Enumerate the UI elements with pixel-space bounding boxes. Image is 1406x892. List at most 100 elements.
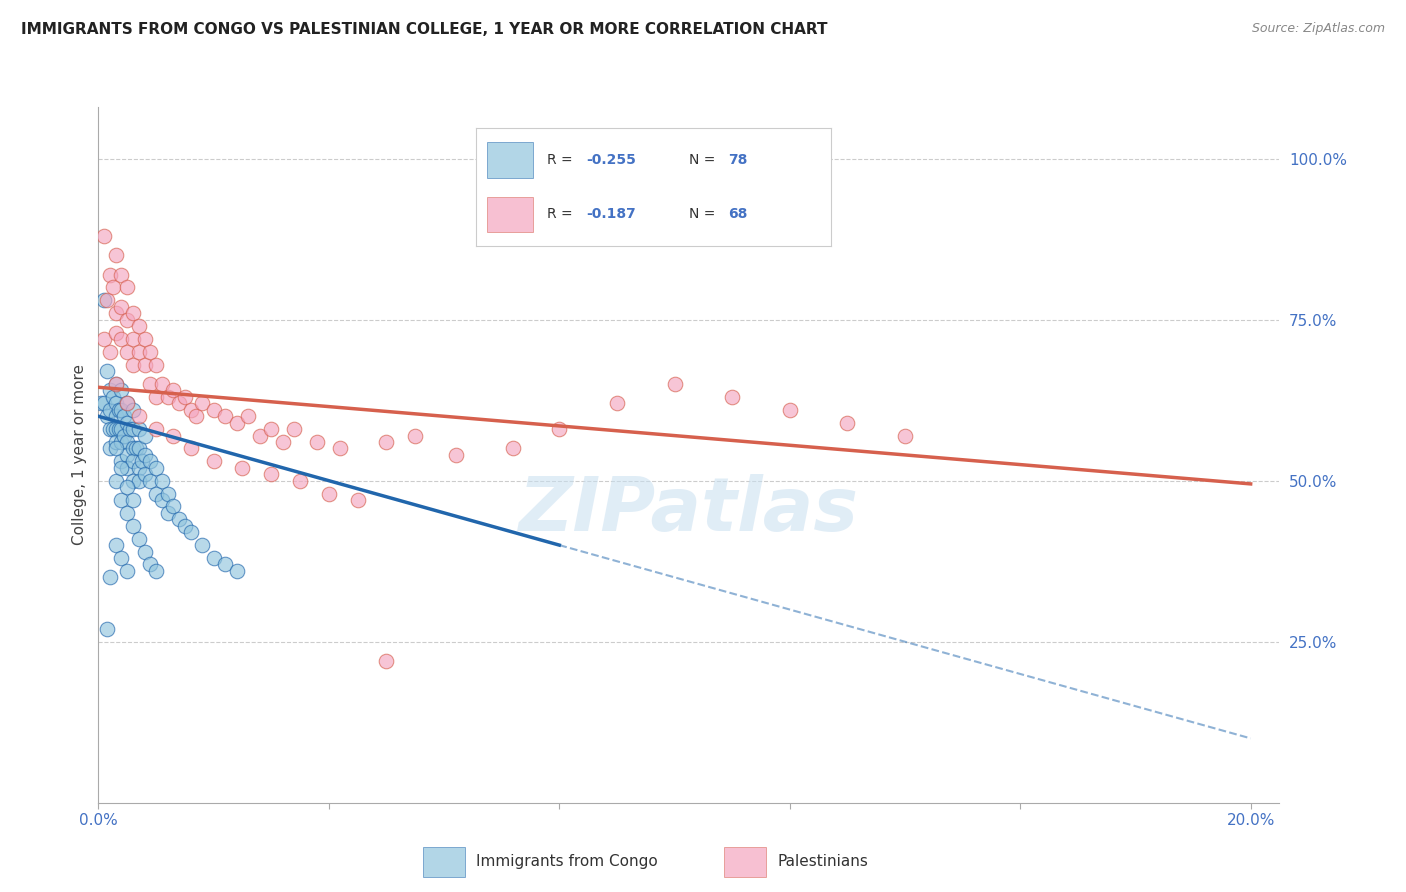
Point (128, 409, 150, 424)
Point (104, 396, 127, 410)
Point (139, 474, 162, 488)
Point (167, 512, 190, 526)
Point (444, 448, 467, 462)
Point (502, 442, 524, 456)
Point (260, 422, 283, 436)
Point (145, 358, 167, 372)
Point (115, 506, 138, 520)
Point (115, 435, 138, 450)
Point (128, 344, 150, 359)
Point (122, 358, 145, 372)
Point (664, 377, 686, 392)
Point (96, 364, 118, 378)
Point (128, 319, 150, 334)
Point (120, 422, 142, 436)
Point (150, 377, 173, 392)
Point (110, 300, 132, 314)
Point (104, 538, 127, 552)
Point (173, 390, 195, 404)
Point (122, 332, 145, 346)
Point (318, 486, 340, 500)
Point (107, 402, 129, 417)
Point (122, 493, 145, 508)
Point (231, 460, 253, 475)
Point (202, 551, 225, 566)
Point (225, 416, 247, 430)
Point (134, 544, 156, 558)
Text: ZIPatlas: ZIPatlas (519, 474, 859, 547)
Point (214, 409, 236, 424)
Point (115, 564, 138, 578)
Point (260, 467, 283, 482)
Point (115, 460, 138, 475)
Point (96, 622, 118, 636)
Point (145, 422, 167, 436)
Point (139, 377, 162, 392)
Point (271, 435, 294, 450)
Point (191, 396, 214, 410)
Point (128, 474, 150, 488)
Point (93, 332, 115, 346)
Point (107, 422, 129, 436)
Point (134, 467, 156, 482)
Point (122, 306, 145, 320)
Point (375, 435, 398, 450)
Point (606, 396, 628, 410)
Point (156, 506, 179, 520)
Point (162, 428, 184, 442)
Point (167, 396, 190, 410)
Point (115, 448, 138, 462)
Point (134, 358, 156, 372)
Point (115, 396, 138, 410)
Point (150, 474, 173, 488)
Point (214, 558, 236, 572)
Point (104, 377, 127, 392)
Point (721, 390, 744, 404)
Point (115, 344, 138, 359)
Point (145, 564, 167, 578)
Point (115, 416, 138, 430)
Point (156, 390, 179, 404)
Point (125, 442, 148, 456)
Point (329, 442, 352, 456)
Point (110, 460, 132, 475)
Point (122, 402, 145, 417)
Point (225, 564, 247, 578)
Point (894, 428, 917, 442)
Point (307, 435, 329, 450)
Point (110, 493, 132, 508)
Point (404, 428, 426, 442)
Point (115, 480, 138, 494)
Point (548, 422, 571, 436)
Point (180, 402, 202, 417)
Point (122, 442, 145, 456)
Point (162, 500, 184, 514)
Point (375, 654, 398, 668)
Point (145, 460, 167, 475)
Point (115, 396, 138, 410)
Point (98, 422, 121, 436)
Point (134, 428, 156, 442)
Point (104, 435, 127, 450)
Point (139, 558, 162, 572)
Point (101, 390, 124, 404)
Point (104, 306, 127, 320)
Point (98, 570, 121, 584)
Point (110, 454, 132, 468)
Point (191, 538, 214, 552)
Point (98, 384, 121, 398)
Point (110, 332, 132, 346)
Point (779, 402, 801, 417)
Point (104, 442, 127, 456)
Point (98, 268, 121, 282)
Point (112, 409, 135, 424)
Point (96, 293, 118, 308)
Point (115, 312, 138, 326)
Point (110, 551, 132, 566)
Point (101, 422, 124, 436)
Point (128, 422, 150, 436)
Point (202, 454, 225, 468)
Point (837, 416, 859, 430)
Point (110, 435, 132, 450)
Point (139, 454, 162, 468)
